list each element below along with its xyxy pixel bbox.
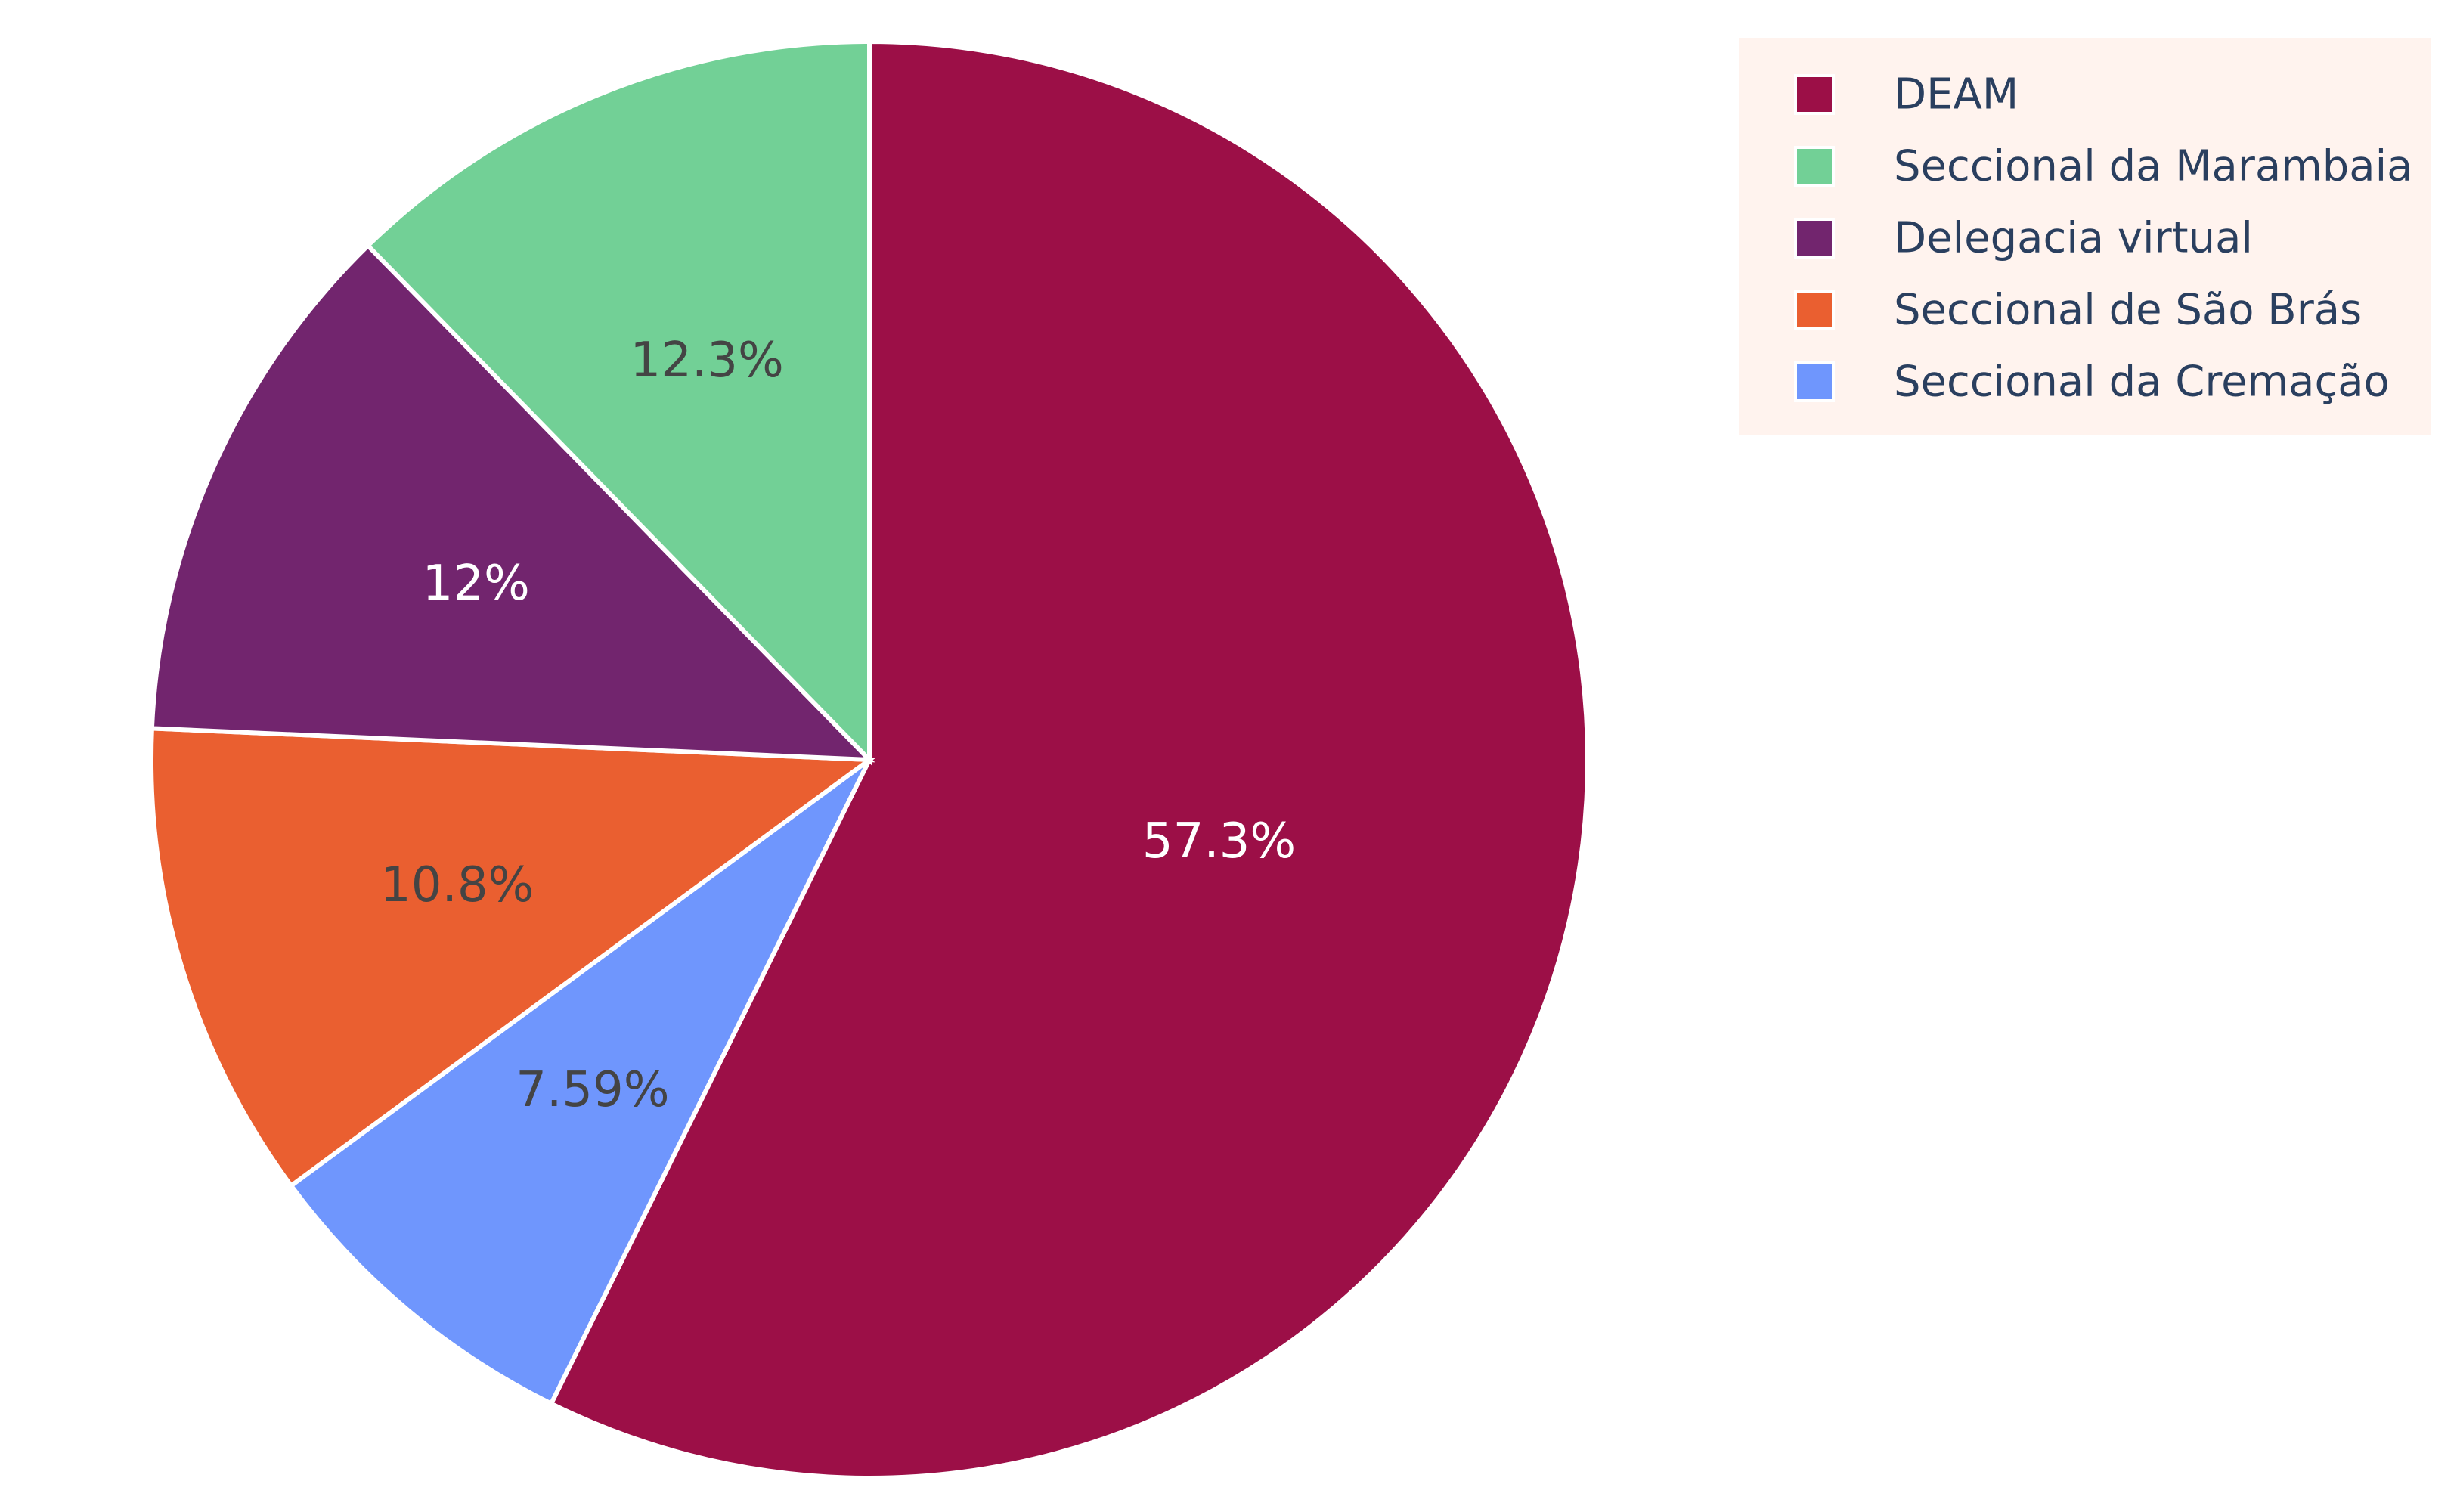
legend-label[interactable]: DEAM bbox=[1894, 70, 2019, 119]
pie-slice-label: 12% bbox=[423, 556, 530, 612]
pie-slice-label: 10.8% bbox=[380, 857, 534, 913]
pie-slices bbox=[149, 39, 1590, 1480]
legend-swatch[interactable] bbox=[1794, 290, 1835, 330]
legend-label[interactable]: Seccional da Marambaia bbox=[1894, 142, 2413, 191]
pie-slice-seccional-de-s-o-br-s[interactable] bbox=[149, 726, 876, 1189]
pie-slice-labels: 57.3% 7.59% 10.8% 12% 12.3% bbox=[380, 333, 1296, 1118]
legend-items: DEAM Seccional da Marambaia Delegacia virt… bbox=[1794, 70, 2413, 407]
pie-slice-seccional-da-marambaia[interactable] bbox=[364, 39, 872, 766]
legend-label[interactable]: Seccional da Cremação bbox=[1894, 358, 2390, 407]
pie-slice-seccional-da-crema-o[interactable] bbox=[287, 758, 872, 1407]
legend-label[interactable]: Delegacia virtual bbox=[1894, 214, 2253, 263]
legend: DEAM Seccional da Marambaia Delegacia virt… bbox=[1739, 38, 2431, 435]
pie-slice-label: 12.3% bbox=[631, 333, 784, 389]
legend-swatch[interactable] bbox=[1794, 361, 1835, 402]
pie-slice-delegacia-virtual[interactable] bbox=[149, 242, 875, 763]
legend-swatch[interactable] bbox=[1794, 146, 1835, 187]
pie-slice-label: 57.3% bbox=[1142, 813, 1296, 869]
pie-slice-deam[interactable] bbox=[548, 39, 1590, 1480]
legend-background bbox=[1739, 38, 2431, 435]
pie-slice-label: 7.59% bbox=[516, 1062, 669, 1118]
legend-swatch[interactable] bbox=[1794, 74, 1835, 115]
legend-label[interactable]: Seccional de São Brás bbox=[1894, 286, 2362, 335]
legend-swatch[interactable] bbox=[1794, 218, 1835, 259]
